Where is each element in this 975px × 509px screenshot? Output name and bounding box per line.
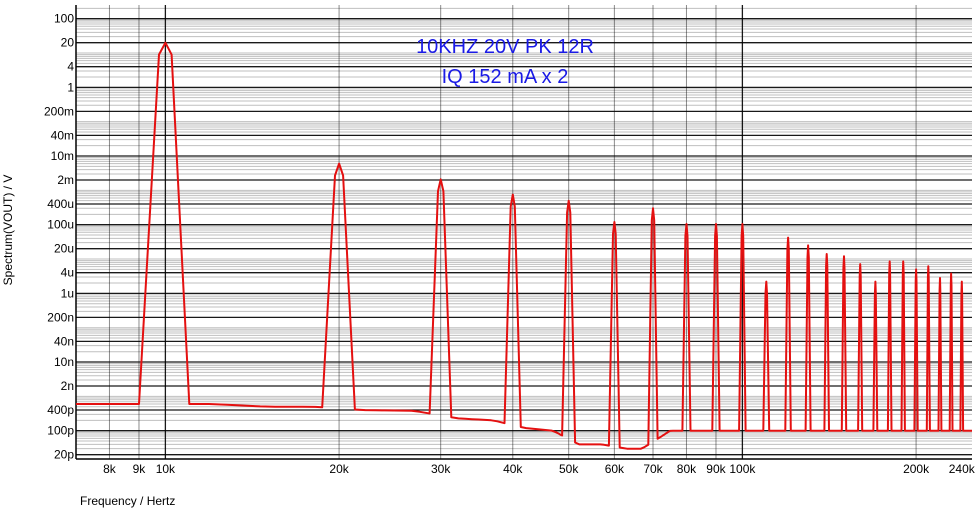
y-tick-label: 40m (51, 128, 74, 142)
y-tick-label: 400p (47, 403, 74, 417)
x-tick-label: 9k (133, 462, 147, 476)
x-axis-title: Frequency / Hertz (80, 494, 175, 508)
annotation-line-1: 10KHZ 20V PK 12R (416, 36, 594, 58)
y-tick-label: 400u (47, 197, 74, 211)
x-tick-label: 30k (431, 462, 451, 476)
x-tick-label: 60k (605, 462, 625, 476)
y-tick-label: 20p (54, 448, 74, 462)
spectrum-trace (76, 41, 972, 450)
x-tick-label: 70k (643, 462, 663, 476)
y-tick-label: 100p (47, 424, 74, 438)
x-tick-label: 50k (559, 462, 579, 476)
y-tick-label: 200m (44, 104, 74, 118)
y-axis-title: Spectrum(VOUT) / V (1, 175, 15, 286)
y-tick-label: 10n (54, 355, 74, 369)
y-tick-label: 100 (54, 12, 74, 26)
y-tick-label: 10m (51, 149, 74, 163)
y-tick-label: 40n (54, 334, 74, 348)
y-tick-label: 100u (47, 218, 74, 232)
x-tick-label: 20k (329, 462, 349, 476)
y-tick-label: 20 (61, 36, 75, 50)
y-tick-label: 2n (61, 379, 74, 393)
x-tick-label: 8k (103, 462, 117, 476)
x-tick-labels: 8k 9k 10k 20k 30k 40k 50k 60k 70k 80k 90k 100k 200k 2… (103, 462, 975, 476)
y-tick-labels: 100 20 4 1 200m 40m 10m 2m 400u 100u 20u 4u 1u 200n 40… (44, 12, 74, 462)
trace-layer (76, 41, 972, 450)
x-tick-label: 90k (706, 462, 726, 476)
y-tick-label: 4u (61, 266, 74, 280)
y-tick-label: 1 (67, 80, 74, 94)
x-tick-label: 240k (949, 462, 975, 476)
x-tick-label: 10k (156, 462, 176, 476)
y-tick-label: 2m (57, 173, 74, 187)
x-tick-label: 40k (503, 462, 523, 476)
y-tick-label: 4 (67, 60, 74, 74)
y-tick-label: 200n (47, 310, 74, 324)
y-tick-label: 1u (61, 286, 74, 300)
x-tick-label: 100k (729, 462, 756, 476)
y-tick-label: 20u (54, 242, 74, 256)
x-tick-label: 80k (677, 462, 697, 476)
annotation-line-2: IQ 152 mA x 2 (442, 66, 569, 88)
x-tick-label: 200k (903, 462, 930, 476)
